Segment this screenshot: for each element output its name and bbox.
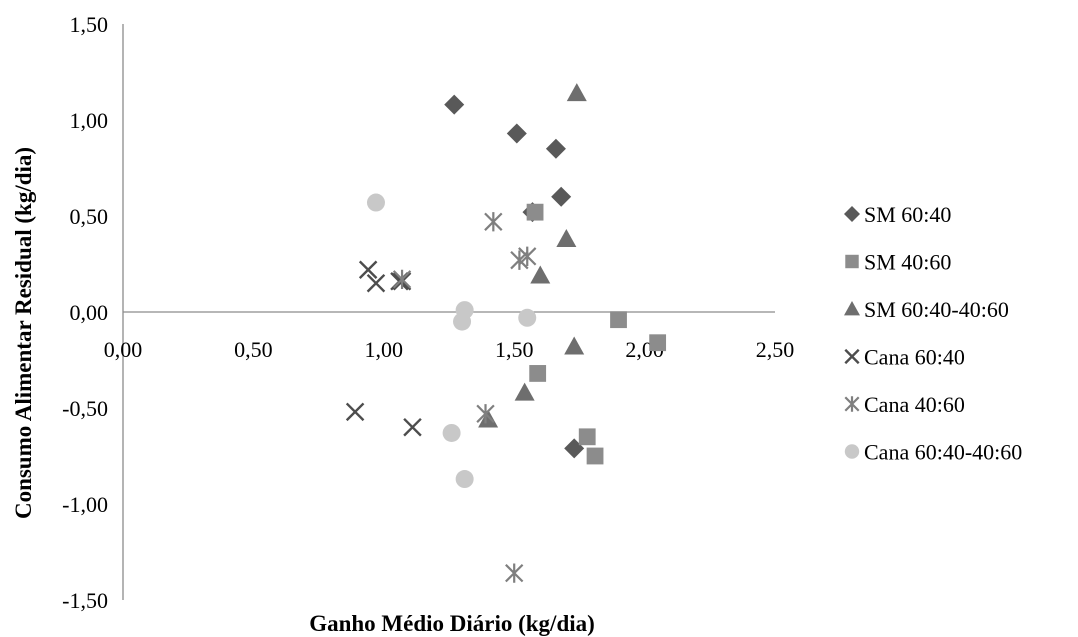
data-point-triangle	[566, 83, 587, 102]
series-5	[392, 212, 537, 583]
data-point-square	[610, 311, 627, 329]
data-point-diamond	[545, 138, 566, 159]
ticks: 0,00 0,50 1,00 1,50 2,00 2,501,501,000,500,00…	[62, 12, 794, 613]
legend-label: SM 40:60	[864, 250, 951, 275]
data-point-circle	[453, 312, 472, 331]
legend-item: SM 60:40-40:60	[844, 297, 1009, 322]
legend-marker-diamond	[844, 206, 860, 222]
data-points	[345, 83, 667, 583]
y-tick-label: 0,00	[70, 300, 109, 325]
x-axis-title: Ganho Médio Diário (kg/dia)	[309, 611, 595, 636]
x-tick-label: 2,50	[756, 337, 795, 362]
data-point-diamond	[506, 123, 527, 144]
data-point-circle	[518, 308, 537, 327]
data-point-star	[505, 563, 524, 583]
legend-label: Cana 60:40	[864, 345, 965, 370]
legend-item: Cana 60:40-40:60	[844, 440, 1022, 465]
data-point-star	[518, 246, 537, 266]
y-tick-label: 1,50	[70, 12, 109, 37]
data-point-triangle	[564, 336, 585, 355]
legend: SM 60:40 SM 40:60 SM 60:40-40:60 Cana 60:40…	[844, 202, 1022, 465]
y-tick-label: -1,50	[62, 588, 108, 613]
legend-marker-circle	[844, 444, 860, 459]
data-point-x	[366, 273, 386, 293]
data-point-square	[578, 428, 596, 446]
data-point-square	[649, 334, 667, 352]
series-3	[478, 83, 587, 428]
legend-label: SM 60:40	[864, 202, 951, 227]
legend-marker-star	[844, 396, 860, 412]
data-point-x	[403, 417, 422, 437]
data-point-star	[484, 212, 503, 232]
y-tick-label: -0,50	[62, 396, 108, 421]
legend-item: SM 40:60	[845, 250, 951, 275]
data-point-diamond	[444, 94, 465, 115]
data-point-square	[526, 203, 544, 221]
legend-label: Cana 60:40-40:60	[864, 440, 1022, 465]
axes	[122, 24, 775, 600]
x-tick-label: 1,00	[365, 337, 404, 362]
data-point-triangle	[556, 229, 577, 248]
data-point-x	[358, 260, 378, 280]
series-1	[444, 94, 585, 459]
series-2	[526, 203, 667, 465]
legend-marker-triangle	[844, 301, 860, 316]
data-point-triangle	[478, 409, 499, 428]
data-point-circle	[455, 470, 474, 489]
legend-item: Cana 40:60	[844, 392, 965, 417]
y-tick-label: -1,00	[62, 492, 108, 517]
legend-marker-square	[845, 254, 859, 269]
legend-marker-x	[844, 348, 860, 365]
y-tick-label: 1,00	[70, 108, 109, 133]
legend-label: Cana 40:60	[864, 392, 965, 417]
data-point-star	[476, 404, 495, 424]
x-tick-label: 0,50	[234, 337, 273, 362]
data-point-x	[345, 402, 365, 422]
series-6	[366, 193, 537, 489]
legend-item: SM 60:40	[844, 202, 951, 227]
data-point-circle	[366, 193, 385, 212]
legend-item: Cana 60:40	[844, 345, 965, 370]
data-point-star	[392, 269, 412, 290]
legend-label: SM 60:40-40:60	[864, 297, 1009, 322]
x-tick-label: 0,00	[104, 337, 143, 362]
data-point-triangle	[514, 382, 535, 401]
data-point-square	[586, 447, 604, 465]
data-point-circle	[442, 423, 461, 442]
x-tick-label: 1,50	[495, 337, 534, 362]
data-point-triangle	[530, 265, 551, 284]
y-tick-label: 0,50	[70, 204, 109, 229]
y-axis-title: Consumo Alimentar Residual (kg/dia)	[11, 147, 36, 519]
data-point-square	[529, 365, 547, 382]
data-point-diamond	[551, 186, 572, 207]
